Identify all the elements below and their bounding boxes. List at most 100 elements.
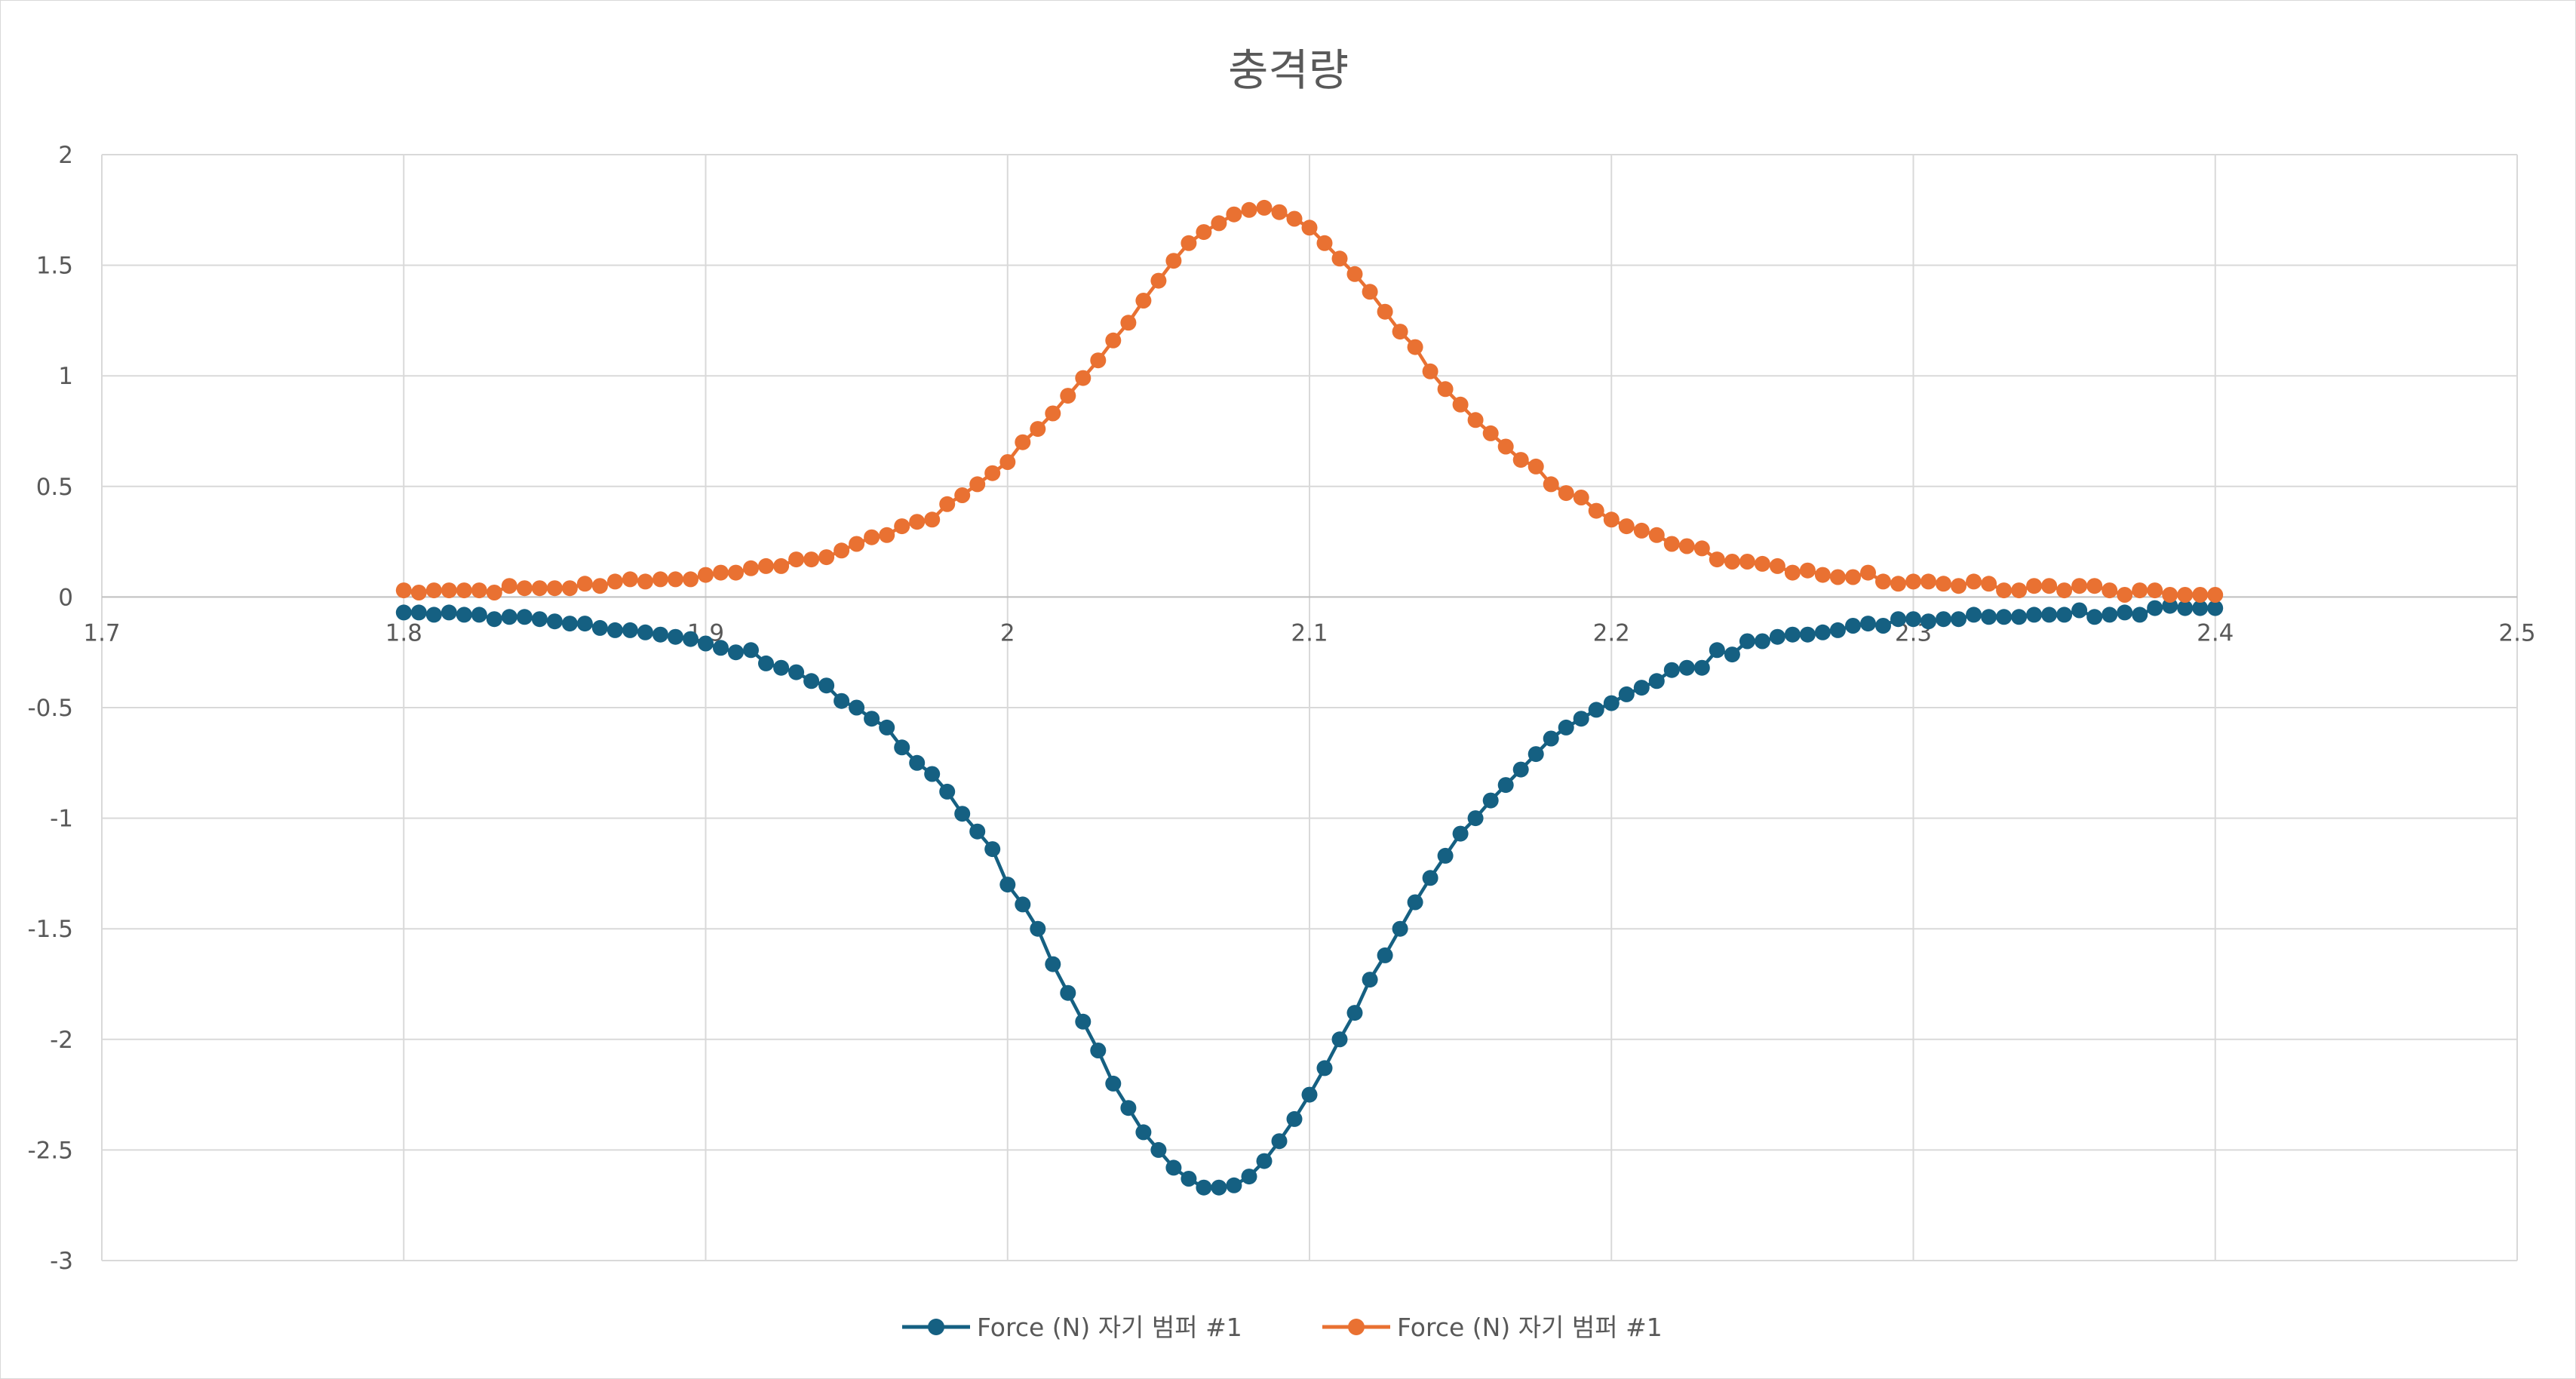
- series-1-point-37[interactable]: [954, 806, 971, 822]
- series-2-point-62[interactable]: [1331, 250, 1348, 267]
- series-1-point-60[interactable]: [1301, 1086, 1318, 1103]
- series-1-point-19[interactable]: [683, 631, 698, 647]
- series-2-point-96[interactable]: [1845, 569, 1861, 585]
- series-1-point-61[interactable]: [1316, 1060, 1333, 1076]
- series-2-point-74[interactable]: [1512, 452, 1529, 468]
- series-1-point-100[interactable]: [1905, 611, 1921, 628]
- series-2-point-28[interactable]: [818, 549, 835, 566]
- series-2-point-8[interactable]: [516, 580, 533, 597]
- series-2-point-41[interactable]: [1015, 434, 1031, 450]
- series-1-point-115[interactable]: [2132, 607, 2148, 623]
- series-1-point-24[interactable]: [758, 655, 774, 671]
- series-1-point-110[interactable]: [2056, 607, 2073, 623]
- series-1-point-62[interactable]: [1331, 1031, 1348, 1048]
- series-2-point-115[interactable]: [2132, 582, 2148, 599]
- series-2-point-120[interactable]: [2207, 587, 2224, 603]
- series-2-point-24[interactable]: [758, 557, 774, 574]
- series-2-point-52[interactable]: [1181, 235, 1197, 251]
- series-1-point-51[interactable]: [1165, 1159, 1182, 1176]
- series-1-point-116[interactable]: [2147, 600, 2163, 616]
- series-1-point-119[interactable]: [2192, 600, 2209, 616]
- series-2-point-85[interactable]: [1678, 538, 1695, 554]
- series-1-point-0[interactable]: [395, 604, 412, 621]
- series-2-point-106[interactable]: [1996, 582, 2013, 599]
- series-2-point-26[interactable]: [788, 551, 805, 568]
- series-2-point-84[interactable]: [1663, 536, 1680, 552]
- series-2-point-9[interactable]: [531, 580, 548, 597]
- series-2-point-12[interactable]: [576, 576, 593, 592]
- series-2-point-78[interactable]: [1573, 490, 1589, 505]
- series-2-point-80[interactable]: [1603, 511, 1620, 528]
- series-2-point-4[interactable]: [456, 582, 472, 599]
- series-1-point-18[interactable]: [668, 628, 683, 645]
- series-2-point-19[interactable]: [683, 571, 698, 588]
- series-2-point-27[interactable]: [803, 551, 820, 568]
- series-2-point-86[interactable]: [1693, 540, 1710, 557]
- series-1-point-4[interactable]: [456, 607, 472, 623]
- series-1-point-85[interactable]: [1678, 659, 1695, 676]
- series-2-point-56[interactable]: [1241, 201, 1257, 218]
- series-1-point-93[interactable]: [1799, 626, 1816, 643]
- series-2-point-97[interactable]: [1860, 564, 1876, 581]
- series-2-point-90[interactable]: [1754, 555, 1770, 572]
- series-1-point-90[interactable]: [1754, 633, 1770, 650]
- series-1-point-14[interactable]: [606, 622, 623, 638]
- series-1-point-2[interactable]: [425, 607, 442, 623]
- series-2-point-68[interactable]: [1422, 363, 1438, 379]
- series-2-point-17[interactable]: [652, 571, 668, 588]
- series-2-point-43[interactable]: [1045, 405, 1061, 422]
- series-1-point-78[interactable]: [1573, 711, 1589, 727]
- series-2-point-29[interactable]: [834, 542, 850, 559]
- series-2-point-108[interactable]: [2026, 578, 2043, 594]
- series-1-point-52[interactable]: [1181, 1171, 1197, 1187]
- series-1-point-101[interactable]: [1920, 613, 1936, 630]
- series-1-point-79[interactable]: [1588, 702, 1604, 718]
- series-2-point-77[interactable]: [1558, 485, 1574, 502]
- series-2-point-119[interactable]: [2192, 587, 2209, 603]
- series-1-point-69[interactable]: [1437, 847, 1454, 864]
- series-2-point-31[interactable]: [864, 529, 880, 545]
- series-1-point-5[interactable]: [471, 607, 487, 623]
- series-2-point-45[interactable]: [1075, 370, 1091, 386]
- series-2-point-98[interactable]: [1875, 573, 1891, 590]
- series-2-point-118[interactable]: [2177, 587, 2194, 603]
- series-2-point-92[interactable]: [1784, 564, 1801, 581]
- series-2-point-64[interactable]: [1362, 284, 1378, 300]
- series-2-point-16[interactable]: [637, 573, 653, 590]
- series-2-point-112[interactable]: [2086, 578, 2103, 594]
- series-1-point-103[interactable]: [1951, 611, 1967, 628]
- series-2-point-58[interactable]: [1271, 204, 1288, 220]
- series-2-point-37[interactable]: [954, 487, 971, 503]
- series-1-point-98[interactable]: [1875, 618, 1891, 634]
- series-2-point-101[interactable]: [1920, 573, 1936, 590]
- series-2-point-25[interactable]: [773, 557, 790, 574]
- series-1-point-87[interactable]: [1709, 642, 1725, 659]
- series-2-point-81[interactable]: [1618, 518, 1635, 535]
- series-2-point-69[interactable]: [1437, 381, 1454, 398]
- series-1-point-104[interactable]: [1966, 607, 1982, 623]
- series-2-point-109[interactable]: [2041, 578, 2058, 594]
- series-2-point-104[interactable]: [1966, 573, 1982, 590]
- series-1-point-70[interactable]: [1452, 825, 1469, 842]
- series-2-point-70[interactable]: [1452, 396, 1469, 413]
- series-2-point-50[interactable]: [1150, 272, 1167, 289]
- series-2-point-110[interactable]: [2056, 582, 2073, 599]
- series-1-point-106[interactable]: [1996, 609, 2013, 625]
- series-1-point-25[interactable]: [773, 659, 790, 676]
- series-2-point-79[interactable]: [1588, 502, 1604, 519]
- series-1-point-114[interactable]: [2117, 604, 2133, 621]
- series-2-point-42[interactable]: [1030, 421, 1046, 438]
- series-1-point-36[interactable]: [939, 783, 956, 800]
- series-2-point-89[interactable]: [1739, 554, 1755, 570]
- series-2-point-54[interactable]: [1211, 215, 1227, 232]
- series-2-point-100[interactable]: [1905, 573, 1921, 590]
- series-2-point-5[interactable]: [471, 582, 487, 599]
- series-1-point-86[interactable]: [1693, 659, 1710, 676]
- series-1-point-38[interactable]: [969, 823, 986, 840]
- series-1-point-64[interactable]: [1362, 972, 1378, 988]
- series-2-point-105[interactable]: [1981, 576, 1997, 592]
- series-2-point-113[interactable]: [2102, 582, 2118, 599]
- series-2-point-87[interactable]: [1709, 551, 1725, 568]
- series-2-point-66[interactable]: [1392, 324, 1408, 340]
- series-1-point-113[interactable]: [2102, 607, 2118, 623]
